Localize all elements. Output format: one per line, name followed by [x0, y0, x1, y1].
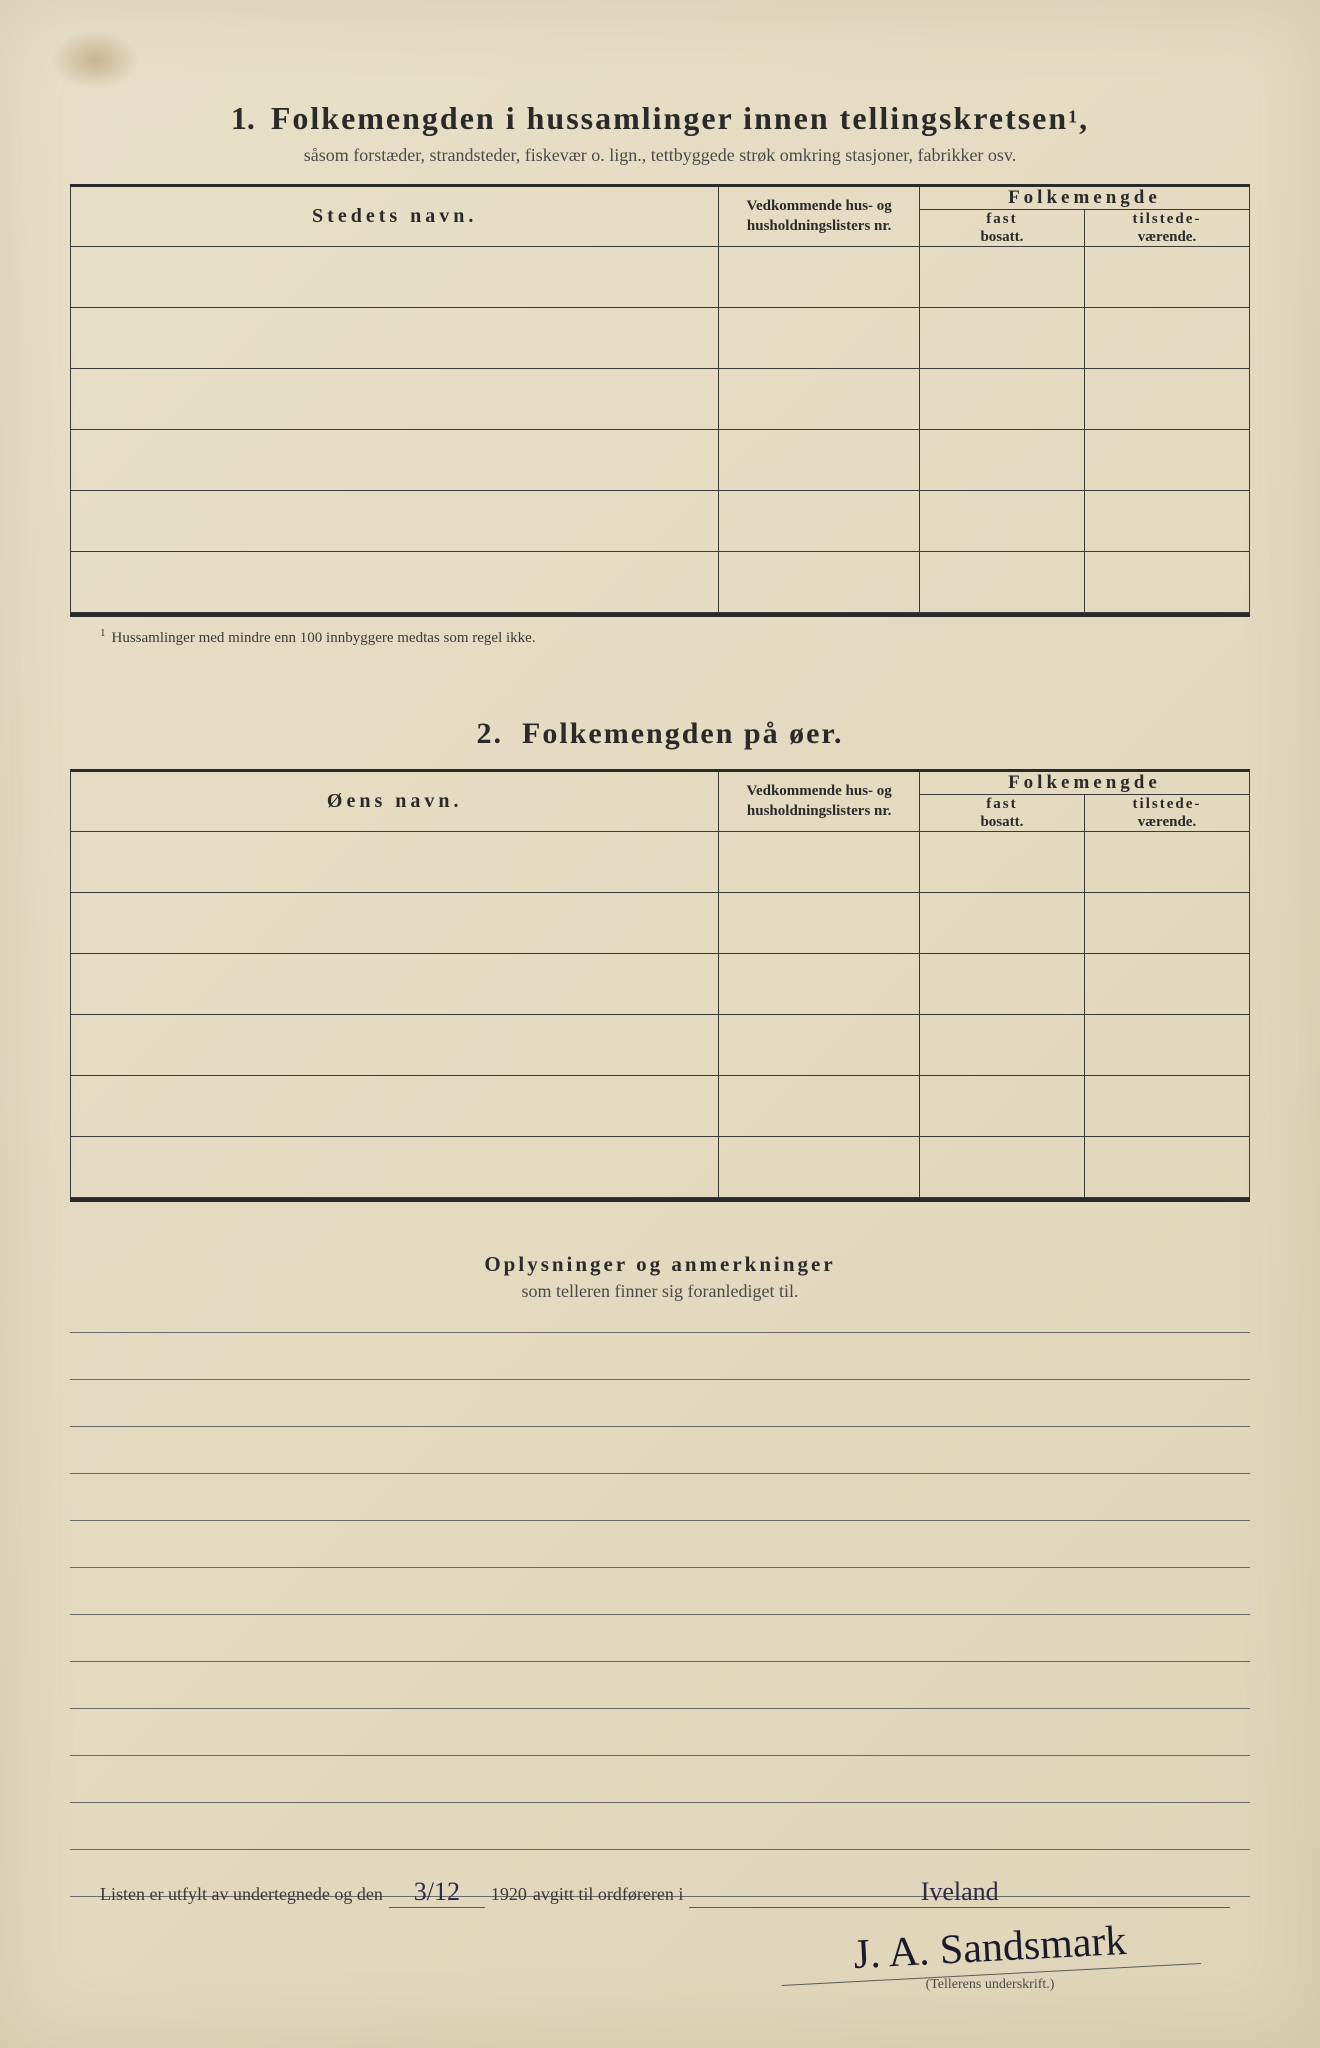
table-row [71, 308, 1250, 369]
col-oens-navn: Øens navn. [71, 771, 719, 832]
table-row [71, 247, 1250, 308]
signature: J. A. Sandsmark [779, 1913, 1201, 1986]
col-fast-bosatt2: fastbosatt. [919, 795, 1084, 832]
section1-sup: 1 [1068, 107, 1079, 127]
ruled-line [70, 1802, 1250, 1849]
signature-area: J. A. Sandsmark (Tellerens underskrift.) [780, 1924, 1200, 1993]
footer-line: Listen er utfylt av undertegnede og den … [100, 1877, 1230, 1908]
remarks-heading: Oplysninger og anmerkninger [70, 1252, 1250, 1277]
table-row [71, 954, 1250, 1015]
section1-subtitle: såsom forstæder, strandsteder, fiskevær … [70, 145, 1250, 166]
footer-middle: avgitt til ordføreren i [533, 1884, 683, 1905]
col-listers-nr2: Vedkommende hus- og husholdningslisters … [719, 771, 919, 832]
col-tilstedevaerende: tilstede-værende. [1084, 210, 1249, 247]
section1-number: 1. [231, 100, 255, 136]
col-folkemengde2: Folkemengde [919, 771, 1249, 795]
col-stedets-navn: Stedets navn. [71, 186, 719, 247]
table-row [71, 893, 1250, 954]
table-row [71, 1137, 1250, 1198]
col-folkemengde: Folkemengde [919, 186, 1249, 210]
ruled-line [70, 1379, 1250, 1426]
paper-stain [50, 30, 140, 90]
ruled-line [70, 1473, 1250, 1520]
table-row [71, 369, 1250, 430]
col-listers-nr: Vedkommende hus- og husholdningslisters … [719, 186, 919, 247]
section1-heading: Folkemengden i hussamlinger innen tellin… [271, 100, 1068, 136]
remarks-sub: som telleren finner sig foranlediget til… [70, 1281, 1250, 1302]
col-fast-bosatt: fastbosatt. [919, 210, 1084, 247]
remarks-lines [70, 1332, 1250, 1897]
section2-table: Øens navn. Vedkommende hus- og husholdni… [70, 769, 1250, 1198]
table-row [71, 832, 1250, 893]
ruled-line [70, 1755, 1250, 1802]
section2-title: 2. Folkemengden på øer. [70, 717, 1250, 751]
section1-footnote: 1Hussamlinger med mindre enn 100 innbygg… [100, 627, 1250, 647]
ruled-line [70, 1332, 1250, 1379]
col-tilstedevaerende2: tilstede-værende. [1084, 795, 1249, 832]
footer-place: Iveland [689, 1877, 1230, 1908]
ruled-line [70, 1661, 1250, 1708]
section2-rows [71, 832, 1250, 1198]
section1-title: 1. Folkemengden i hussamlinger innen tel… [70, 100, 1250, 137]
table-row [71, 491, 1250, 552]
ruled-line [70, 1426, 1250, 1473]
table-row [71, 430, 1250, 491]
section1-table: Stedets navn. Vedkommende hus- og hushol… [70, 184, 1250, 613]
table-row [71, 1015, 1250, 1076]
census-form-page: 1. Folkemengden i hussamlinger innen tel… [0, 0, 1320, 2048]
ruled-line [70, 1520, 1250, 1567]
table-row [71, 1076, 1250, 1137]
footer-prefix: Listen er utfylt av undertegnede og den [100, 1884, 383, 1905]
footer-year: 1920 [491, 1884, 527, 1905]
ruled-line [70, 1567, 1250, 1614]
table-row [71, 552, 1250, 613]
ruled-line [70, 1708, 1250, 1755]
footer-date: 3/12 [389, 1877, 485, 1908]
section1-rows [71, 247, 1250, 613]
ruled-line [70, 1614, 1250, 1661]
